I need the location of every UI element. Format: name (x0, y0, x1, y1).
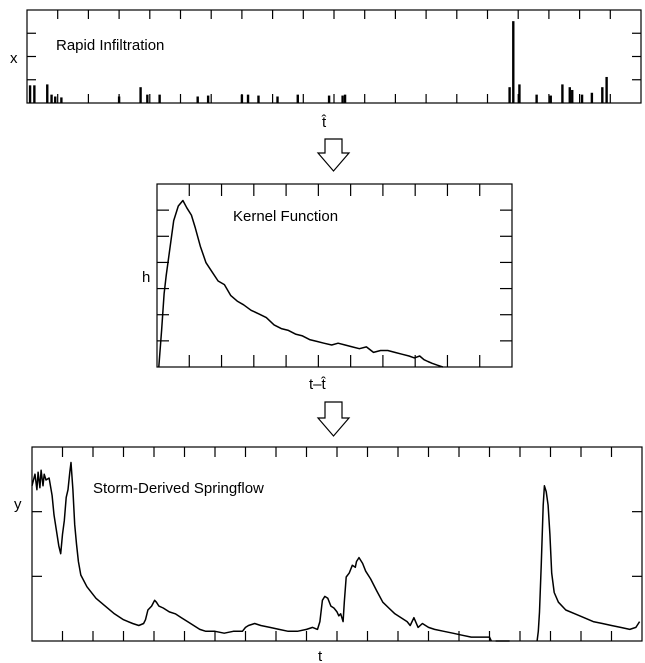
springflow-panel: Storm-Derived Springflow y t (14, 446, 643, 663)
kernel-ticks (157, 184, 512, 367)
infiltration-ticks (27, 10, 641, 103)
infiltration-panel: Rapid Infiltration x t̂ (10, 9, 642, 131)
infiltration-bar (246, 94, 250, 103)
springflow-lines (31, 461, 641, 642)
springflow-title: Storm-Derived Springflow (93, 480, 264, 497)
infiltration-frame (26, 9, 642, 104)
infiltration-bar (605, 76, 608, 103)
infiltration-bar (54, 96, 57, 103)
infiltration-bar (568, 87, 571, 103)
infiltration-bar (601, 87, 604, 103)
infiltration-bar (206, 95, 210, 103)
infiltration-bar (28, 85, 32, 103)
kernel-x-label: t–t̂ (309, 376, 327, 393)
infiltration-y-label: x (10, 50, 18, 67)
infiltration-bar (158, 94, 161, 103)
infiltration-bar (50, 94, 53, 103)
infiltration-bar (512, 21, 515, 103)
infiltration-bar (146, 94, 149, 103)
infiltration-bar (580, 94, 584, 103)
infiltration-bar (508, 87, 511, 103)
springflow-x-label: t (318, 648, 323, 663)
infiltration-bar (196, 96, 199, 103)
kernel-frame (156, 183, 513, 368)
infiltration-bar (343, 94, 347, 103)
kernel-title: Kernel Function (233, 208, 338, 225)
infiltration-x-label: t̂ (321, 114, 327, 131)
infiltration-bar (240, 94, 244, 103)
infiltration-bar (117, 96, 121, 103)
kernel-panel: Kernel Function h t–t̂ (142, 183, 513, 393)
kernel-y-label: h (142, 269, 150, 286)
down-outline-arrow-icon (316, 401, 351, 437)
springflow-y-label: y (14, 496, 22, 513)
infiltration-bar (276, 96, 279, 103)
infiltration-bar (549, 95, 552, 103)
springflow-line (536, 485, 641, 642)
down-outline-arrow-icon (316, 138, 351, 172)
infiltration-bar (46, 84, 49, 103)
infiltration-bar (518, 84, 521, 103)
springflow-ticks (32, 447, 642, 641)
springflow-line (31, 461, 492, 642)
infiltration-bar (341, 95, 344, 103)
kernel-curve (158, 199, 444, 368)
infiltration-bar (590, 92, 594, 103)
infiltration-bar (535, 94, 538, 103)
infiltration-bar (33, 85, 36, 103)
infiltration-bar (257, 95, 260, 103)
infiltration-bar (60, 97, 63, 103)
infiltration-bars (28, 21, 608, 103)
infiltration-bar (139, 87, 142, 103)
infiltration-bar (561, 84, 564, 103)
infiltration-bar (296, 94, 299, 103)
infiltration-title: Rapid Infiltration (56, 37, 164, 54)
infiltration-bar (571, 89, 574, 103)
infiltration-bar (327, 95, 331, 103)
